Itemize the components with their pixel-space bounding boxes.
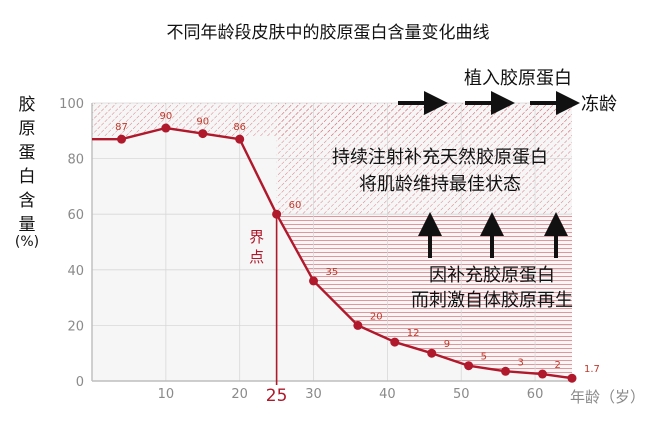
x-tick-label-highlight: 25: [266, 386, 288, 406]
data-label: 5: [481, 352, 487, 363]
data-point: [161, 123, 171, 133]
y-axis-unit: (%): [15, 234, 39, 250]
y-tick-label: 0: [76, 375, 84, 390]
y-axis-label-char: 蛋: [19, 143, 36, 163]
x-tick-label: 20: [231, 387, 248, 402]
x-axis-label: 年龄（岁）: [570, 388, 645, 406]
data-label: 20: [370, 311, 383, 322]
data-point: [198, 129, 208, 139]
series-path: [92, 126, 573, 380]
data-point: [272, 209, 282, 219]
data-label: 35: [326, 267, 339, 278]
boundary-label-char: 界: [249, 228, 264, 246]
y-tick-label: 80: [67, 153, 84, 168]
data-label: 9: [444, 339, 450, 350]
y-axis-label: 胶原蛋白含量: [19, 95, 36, 235]
annotation-stimulate-line1: 因补充胶原蛋白: [429, 265, 555, 286]
data-point: [464, 361, 474, 371]
left-zone-fill: [92, 136, 277, 381]
grid-lines: [92, 102, 572, 381]
annotation-implant: 植入胶原蛋白: [464, 68, 572, 89]
series-line: [92, 126, 573, 380]
annotation-sustain-line1: 持续注射补充天然胶原蛋白: [332, 147, 548, 168]
plot-background: [92, 103, 573, 381]
data-point: [235, 134, 245, 144]
data-label: 1.7: [584, 364, 600, 375]
x-ticks: 10 20 25 30 40 50 60: [158, 386, 544, 406]
y-tick-label: 40: [67, 264, 84, 279]
boundary-marker: 界点: [249, 214, 278, 385]
y-axis-label-char: 白: [19, 167, 36, 187]
data-label: 3: [518, 357, 524, 368]
data-point: [537, 369, 547, 379]
x-tick-label: 10: [158, 387, 175, 402]
y-axis-label-char: 原: [19, 119, 36, 139]
data-label: 60: [289, 200, 302, 211]
x-tick-label: 30: [305, 387, 322, 402]
y-ticks: 0 20 40 60 80 100: [59, 97, 84, 390]
data-points: [117, 123, 577, 383]
annotation-sustain-line2: 将肌龄维持最佳状态: [359, 174, 521, 195]
data-labels: 87 90 90 86 60 35 20 12 9 5 3 2 1.7: [115, 111, 600, 375]
y-tick-label: 20: [67, 319, 84, 334]
x-tick-label: 40: [379, 387, 396, 402]
data-label: 12: [407, 328, 420, 339]
axes: [91, 103, 572, 382]
data-label: 87: [115, 122, 128, 133]
data-label: 2: [554, 360, 560, 371]
data-point: [501, 366, 511, 376]
chart-title: 不同年龄段皮肤中的胶原蛋白含量变化曲线: [167, 23, 490, 43]
data-label: 86: [233, 122, 246, 133]
x-tick-label: 50: [453, 387, 470, 402]
data-point: [353, 320, 363, 330]
data-point: [427, 348, 437, 358]
data-point: [117, 134, 127, 144]
data-label: 90: [196, 117, 209, 128]
data-label: 90: [159, 111, 172, 122]
annotation-freeze: 冻龄: [581, 94, 617, 115]
annotations: 植入胶原蛋白 冻龄 持续注射补充天然胶原蛋白 将肌龄维持最佳状态 因补充胶原蛋白…: [332, 68, 617, 311]
data-point: [309, 276, 319, 286]
y-axis-label-char: 量: [19, 215, 36, 235]
data-point: [567, 373, 577, 383]
y-axis-label-char: 含: [19, 191, 36, 211]
y-tick-label: 60: [67, 208, 84, 223]
boundary-label-char: 点: [249, 248, 264, 266]
x-tick-label: 60: [527, 387, 544, 402]
data-point: [390, 337, 400, 347]
annotation-stimulate-line2: 而刺激自体胶原再生: [411, 290, 573, 311]
y-axis-label-char: 胶: [19, 95, 36, 115]
y-tick-label: 100: [59, 97, 84, 112]
